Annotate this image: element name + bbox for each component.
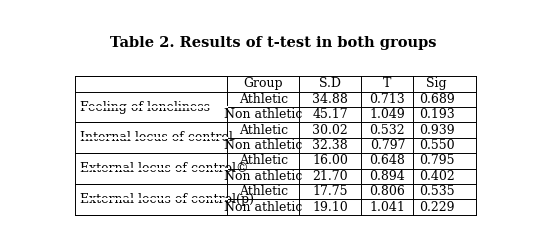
Text: 0.550: 0.550 xyxy=(419,139,454,152)
Text: 0.648: 0.648 xyxy=(369,154,406,168)
Text: Non athletic: Non athletic xyxy=(224,200,302,213)
Text: T: T xyxy=(383,78,392,90)
Text: 0.193: 0.193 xyxy=(418,108,454,121)
Text: External locus of control©: External locus of control© xyxy=(80,162,248,175)
Text: Athletic: Athletic xyxy=(239,185,288,198)
Text: 0.713: 0.713 xyxy=(369,93,405,106)
Text: External locus of control(p): External locus of control(p) xyxy=(80,193,254,206)
Text: 17.75: 17.75 xyxy=(312,185,348,198)
Text: 32.38: 32.38 xyxy=(312,139,348,152)
Text: 0.806: 0.806 xyxy=(369,185,406,198)
Text: Non athletic: Non athletic xyxy=(224,108,302,121)
Text: Internal locus of control: Internal locus of control xyxy=(80,131,233,144)
Text: 0.797: 0.797 xyxy=(370,139,405,152)
Text: 0.532: 0.532 xyxy=(369,124,405,136)
Text: 0.894: 0.894 xyxy=(369,170,405,183)
Text: 19.10: 19.10 xyxy=(312,200,348,213)
Text: 1.041: 1.041 xyxy=(369,200,406,213)
Text: 34.88: 34.88 xyxy=(312,93,348,106)
Text: 0.402: 0.402 xyxy=(418,170,454,183)
Text: 0.535: 0.535 xyxy=(419,185,454,198)
Text: Non athletic: Non athletic xyxy=(224,139,302,152)
Text: Table 2. Results of t-test in both groups: Table 2. Results of t-test in both group… xyxy=(110,36,437,50)
Text: 0.795: 0.795 xyxy=(419,154,454,168)
Text: 0.939: 0.939 xyxy=(419,124,454,136)
Text: 0.689: 0.689 xyxy=(418,93,454,106)
Text: 45.17: 45.17 xyxy=(312,108,348,121)
Text: Athletic: Athletic xyxy=(239,154,288,168)
Text: S.D: S.D xyxy=(319,78,341,90)
Text: 1.049: 1.049 xyxy=(369,108,405,121)
Text: Group: Group xyxy=(244,78,283,90)
Text: 30.02: 30.02 xyxy=(312,124,348,136)
Text: 21.70: 21.70 xyxy=(312,170,348,183)
Text: Athletic: Athletic xyxy=(239,93,288,106)
Text: 16.00: 16.00 xyxy=(312,154,348,168)
Text: Sig: Sig xyxy=(426,78,447,90)
Text: Athletic: Athletic xyxy=(239,124,288,136)
Text: Non athletic: Non athletic xyxy=(224,170,302,183)
Text: Feeling of loneliness: Feeling of loneliness xyxy=(80,100,210,114)
Text: 0.229: 0.229 xyxy=(419,200,454,213)
